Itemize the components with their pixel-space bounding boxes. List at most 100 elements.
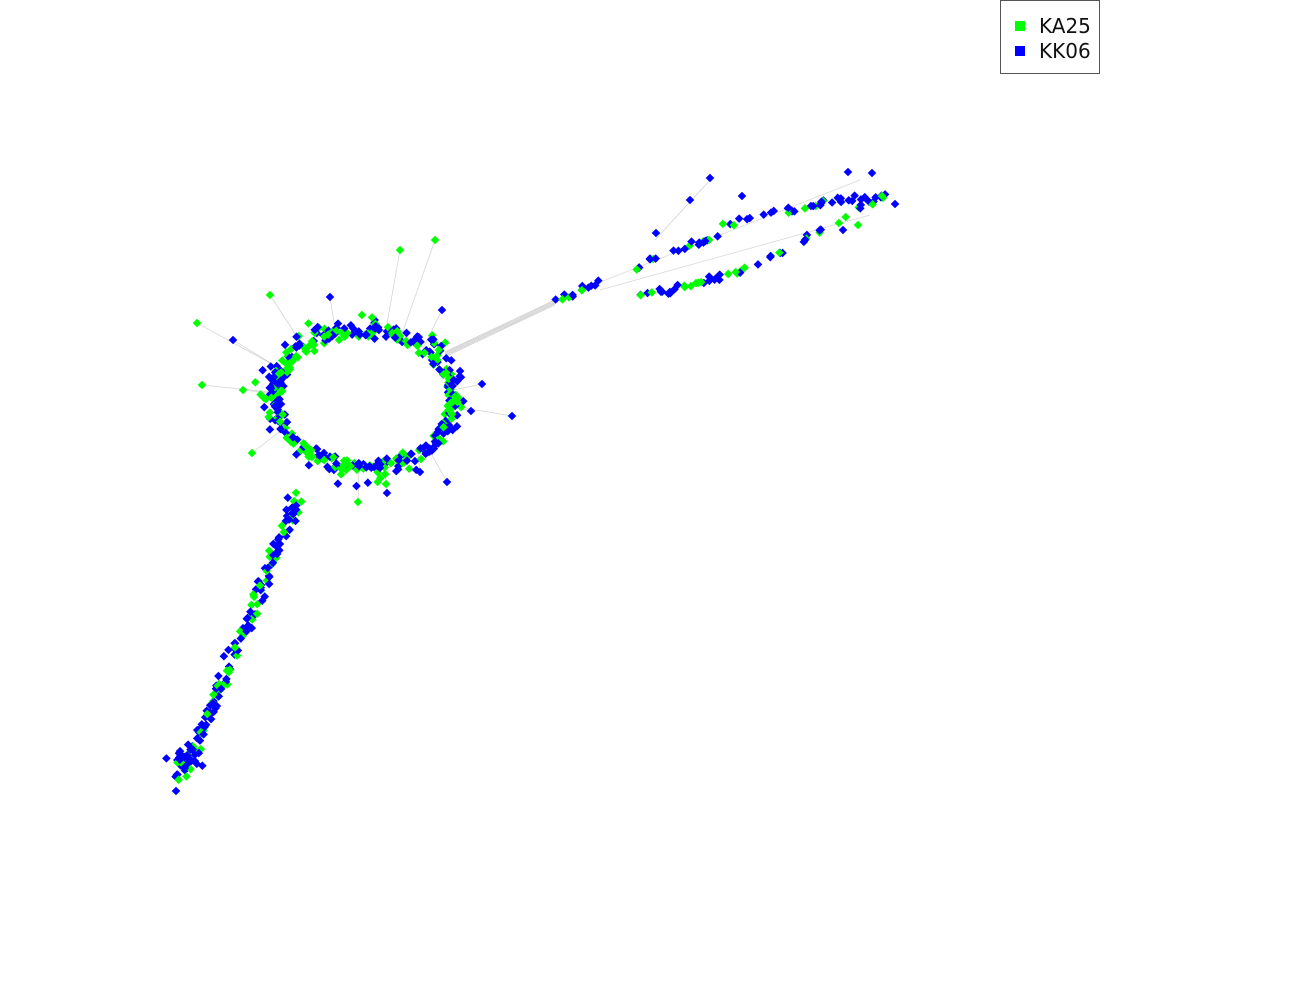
graph-node-kk06: [247, 623, 257, 633]
graph-node-kk06: [436, 341, 446, 351]
graph-node-ka25: [192, 318, 202, 328]
graph-node-kk06: [333, 319, 343, 328]
graph-node-kk06: [394, 455, 403, 465]
graph-node-kk06: [685, 195, 695, 205]
graph-node-ka25: [401, 336, 411, 346]
graph-node-kk06: [288, 432, 298, 442]
graph-edge: [201, 384, 278, 394]
graph-node-ka25: [287, 429, 297, 438]
graph-node-kk06: [452, 422, 462, 431]
graph-node-kk06: [201, 720, 211, 730]
graph-node-kk06: [880, 190, 890, 199]
graph-node-kk06: [715, 275, 724, 285]
graph-node-ka25: [346, 461, 356, 471]
graph-node-ka25: [877, 191, 887, 201]
graph-node-ka25: [329, 452, 338, 462]
graph-node-kk06: [265, 390, 275, 399]
graph-node-kk06: [209, 707, 218, 717]
graph-node-ka25: [841, 212, 851, 222]
graph-node-ka25: [230, 643, 240, 652]
graph-node-ka25: [412, 341, 422, 351]
graph-node-ka25: [297, 497, 306, 506]
graph-node-ka25: [306, 445, 316, 455]
graph-edge: [384, 249, 401, 334]
graph-node-ka25: [444, 405, 454, 415]
graph-node-kk06: [228, 335, 238, 345]
graph-node-kk06: [281, 516, 291, 526]
graph-node-kk06: [199, 730, 208, 739]
graph-node-kk06: [437, 305, 447, 315]
graph-node-kk06: [265, 425, 275, 434]
graph-node-kk06: [766, 208, 776, 217]
graph-node-kk06: [790, 207, 799, 216]
graph-node-ka25: [238, 385, 248, 395]
graph-node-kk06: [765, 252, 775, 262]
graph-node-ka25: [447, 409, 457, 419]
graph-node-ka25: [291, 488, 301, 498]
graph-node-ka25: [256, 390, 265, 399]
graph-node-ka25: [277, 521, 287, 531]
graph-node-kk06: [867, 168, 877, 178]
graph-node-ka25: [225, 665, 235, 675]
graph-node-ka25: [636, 290, 645, 300]
graph-node-ka25: [248, 590, 258, 599]
graph-node-ka25: [247, 600, 256, 610]
graph-node-kk06: [441, 354, 451, 363]
graph-node-kk06: [817, 197, 826, 206]
graph-node-kk06: [354, 327, 364, 336]
graph-node-ka25: [647, 288, 657, 297]
graph-node-kk06: [437, 419, 447, 429]
graph-node-kk06: [699, 238, 708, 247]
graph-node-kk06: [332, 459, 341, 468]
graph-node-kk06: [843, 167, 853, 177]
graph-node-ka25: [784, 208, 793, 218]
graph-node-ka25: [353, 497, 363, 507]
graph-node-ka25: [395, 245, 405, 255]
graph-node-kk06: [256, 585, 266, 595]
graph-node-kk06: [651, 228, 661, 238]
graph-node-kk06: [446, 356, 456, 365]
graph-node-ka25: [196, 728, 206, 737]
graph-node-kk06: [264, 579, 274, 589]
graph-node-kk06: [275, 399, 285, 409]
graph-node-kk06: [370, 323, 380, 333]
graph-node-kk06: [180, 763, 190, 773]
graph-node-kk06: [264, 571, 274, 581]
graph-node-kk06: [466, 406, 476, 416]
graph-node-kk06: [219, 651, 229, 661]
graph-node-ka25: [319, 455, 329, 465]
graph-node-kk06: [292, 332, 301, 342]
graph-node-kk06: [346, 320, 356, 330]
graph-node-kk06: [258, 596, 267, 606]
graph-node-kk06: [208, 698, 218, 708]
graph-node-ka25: [319, 332, 329, 341]
graph-node-kk06: [292, 343, 301, 352]
graph-node-kk06: [274, 545, 284, 555]
graph-node-ka25: [247, 448, 257, 458]
graph-node-ka25: [304, 319, 313, 328]
graph-node-ka25: [264, 412, 273, 422]
graph-edge: [400, 239, 436, 338]
graph-node-kk06: [800, 235, 810, 245]
graph-node-kk06: [171, 786, 181, 796]
graph-node-ka25: [731, 267, 740, 277]
graph-node-kk06: [291, 505, 301, 514]
graph-node-ka25: [310, 346, 319, 356]
graph-node-ka25: [276, 368, 286, 377]
graph-edge: [444, 300, 556, 354]
graph-node-kk06: [323, 462, 332, 472]
graph-edge: [452, 383, 483, 391]
graph-node-kk06: [439, 429, 448, 438]
graph-node-kk06: [687, 237, 696, 246]
graph-node-ka25: [174, 775, 183, 785]
graph-node-kk06: [713, 232, 722, 241]
graph-node-kk06: [312, 444, 322, 454]
graph-node-kk06: [304, 460, 314, 470]
graph-node-kk06: [216, 684, 226, 694]
graph-node-ka25: [186, 764, 195, 774]
graph-node-ka25: [302, 347, 311, 356]
graph-node-kk06: [382, 327, 392, 336]
graph-node-kk06: [427, 446, 437, 455]
graph-node-ka25: [247, 615, 257, 624]
